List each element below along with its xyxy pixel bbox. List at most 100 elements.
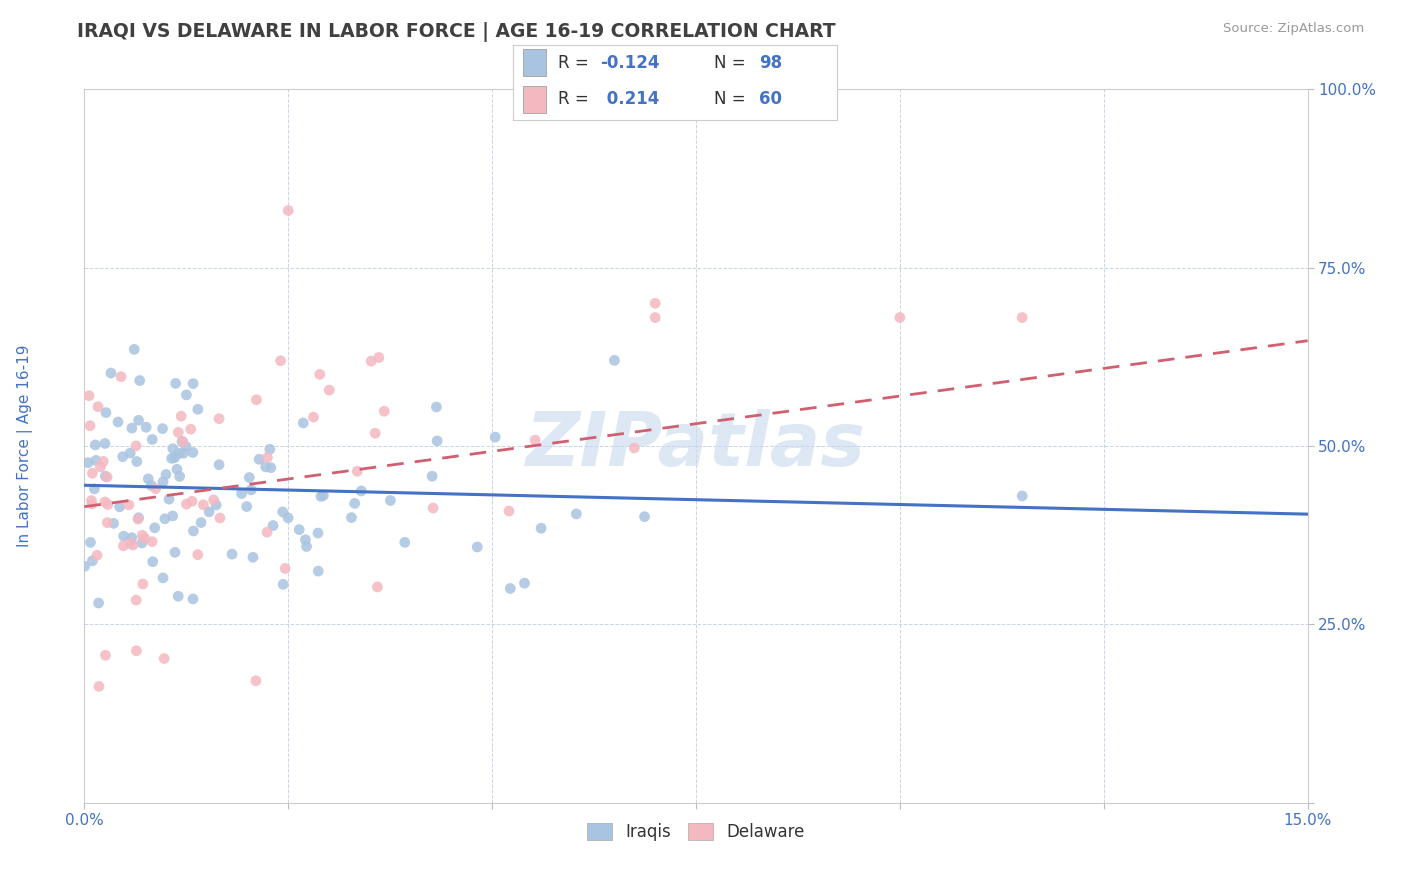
Point (208, 511, 231, 525)
Point (157, 492, 180, 507)
Point (73, 559, 96, 574)
Point (498, 504, 520, 518)
Point (340, 510, 363, 524)
Point (889, 310, 911, 325)
Point (343, 496, 366, 510)
Point (465, 540, 488, 554)
Point (131, 528, 153, 542)
Point (1011, 310, 1033, 325)
Point (318, 383, 340, 397)
Point (134, 532, 156, 546)
Point (121, 421, 143, 435)
Point (97, 498, 120, 512)
Point (141, 478, 163, 492)
Text: IRAQI VS DELAWARE IN LABOR FORCE | AGE 16-19 CORRELATION CHART: IRAQI VS DELAWARE IN LABOR FORCE | AGE 1… (77, 22, 837, 42)
Point (271, 505, 294, 519)
Point (94, 648, 117, 663)
Point (623, 441, 645, 455)
Point (77, 456, 100, 470)
Point (162, 508, 184, 523)
Point (107, 415, 129, 429)
Point (112, 539, 135, 553)
Point (167, 446, 190, 460)
Point (163, 450, 186, 465)
Point (94, 469, 117, 483)
Point (277, 511, 299, 525)
Point (170, 409, 193, 424)
Point (82, 554, 104, 568)
Point (121, 531, 143, 545)
Point (208, 458, 231, 472)
Point (118, 498, 141, 512)
FancyBboxPatch shape (523, 86, 546, 112)
Text: N =: N = (714, 90, 751, 108)
Point (142, 555, 165, 569)
Point (96, 470, 118, 484)
Point (127, 512, 149, 526)
Point (193, 498, 215, 512)
Legend: Iraqis, Delaware: Iraqis, Delaware (581, 816, 811, 848)
Point (187, 402, 209, 417)
Point (183, 524, 205, 538)
Point (152, 571, 174, 585)
Point (153, 651, 176, 665)
Point (87, 680, 110, 694)
Point (198, 505, 221, 519)
Point (111, 450, 134, 464)
Point (208, 411, 231, 425)
Text: N =: N = (714, 54, 751, 71)
Point (128, 413, 150, 427)
Point (256, 450, 278, 465)
Point (176, 388, 198, 402)
Point (271, 577, 294, 591)
Point (162, 442, 184, 456)
Point (180, 422, 202, 436)
Text: -0.124: -0.124 (600, 54, 659, 71)
Point (274, 561, 297, 575)
Point (240, 483, 263, 497)
Point (153, 512, 176, 526)
Point (128, 510, 150, 524)
Point (91, 454, 114, 468)
Point (256, 525, 278, 540)
Point (132, 577, 155, 591)
Point (94, 495, 117, 509)
Point (163, 545, 186, 559)
Point (288, 523, 311, 537)
Point (307, 526, 329, 541)
Point (135, 420, 157, 434)
Point (530, 521, 553, 535)
Point (187, 548, 209, 562)
Point (202, 493, 225, 508)
Point (84, 453, 107, 467)
Point (238, 470, 260, 484)
Point (484, 430, 506, 444)
Point (360, 354, 382, 368)
Point (308, 368, 330, 382)
Point (172, 446, 194, 460)
Point (100, 366, 122, 380)
Point (245, 673, 267, 688)
Point (120, 536, 142, 550)
Point (309, 489, 332, 503)
Point (80, 497, 103, 511)
Point (96, 516, 118, 530)
Point (294, 533, 316, 547)
FancyBboxPatch shape (523, 49, 546, 77)
Point (89, 459, 111, 474)
Point (254, 459, 277, 474)
Text: 0.214: 0.214 (600, 90, 659, 108)
Point (155, 467, 177, 482)
Text: 60: 60 (759, 90, 782, 108)
Point (125, 454, 148, 468)
Point (235, 500, 257, 514)
Point (84, 438, 107, 452)
Point (83, 482, 105, 496)
Point (174, 440, 197, 454)
Point (181, 591, 204, 606)
Point (166, 462, 188, 476)
Point (603, 353, 626, 368)
Point (499, 582, 522, 596)
Point (170, 434, 193, 449)
Point (565, 507, 588, 521)
